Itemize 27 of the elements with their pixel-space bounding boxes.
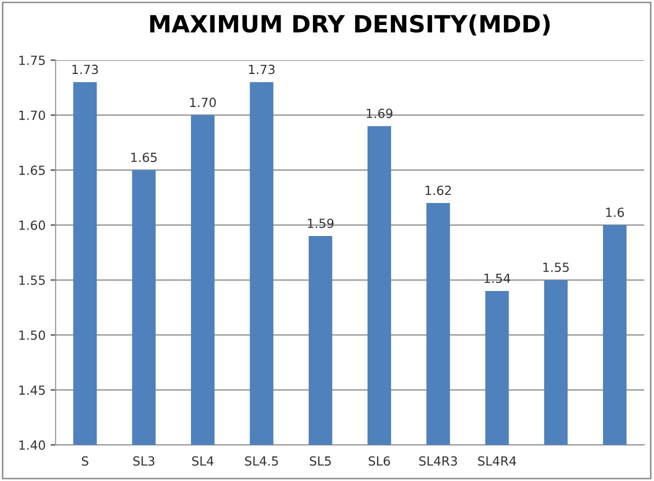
data-label: 1.65 [131, 152, 157, 162]
y-tick-label: 1.40 [19, 440, 46, 450]
data-label: 1.6 [606, 208, 624, 218]
y-tick-label: 1.70 [19, 110, 46, 120]
chart-title: MAXIMUM DRY DENSITY(MDD) [150, 14, 550, 36]
data-label: 1.62 [426, 186, 451, 196]
data-label: 1.59 [308, 218, 334, 228]
y-tick-label: 1.55 [19, 276, 45, 285]
y-tick-label: 1.65 [19, 166, 45, 175]
y-tick-label: 1.75 [19, 56, 45, 66]
x-tick-label: SL6 [368, 456, 390, 466]
x-tick-label: SL4 [192, 456, 214, 466]
x-tick-label: S [82, 456, 88, 466]
y-tick-label: 1.50 [19, 330, 46, 340]
data-label: 1.69 [366, 108, 392, 118]
x-tick-label: SL4R4 [478, 456, 516, 466]
y-tick-label: 1.60 [19, 220, 46, 230]
data-label: 1.70 [190, 98, 216, 108]
data-label: 1.73 [72, 64, 98, 74]
x-tick-label: SL4.5 [245, 456, 278, 466]
y-tick-label: 1.45 [19, 386, 45, 395]
data-label: 1.55 [543, 262, 569, 272]
data-label: 1.54 [484, 274, 510, 284]
x-tick-label: SL5 [310, 456, 331, 466]
x-tick-label: SL4R3 [419, 456, 457, 466]
data-label: 1.73 [249, 64, 275, 74]
x-tick-label: SL3 [133, 456, 154, 466]
